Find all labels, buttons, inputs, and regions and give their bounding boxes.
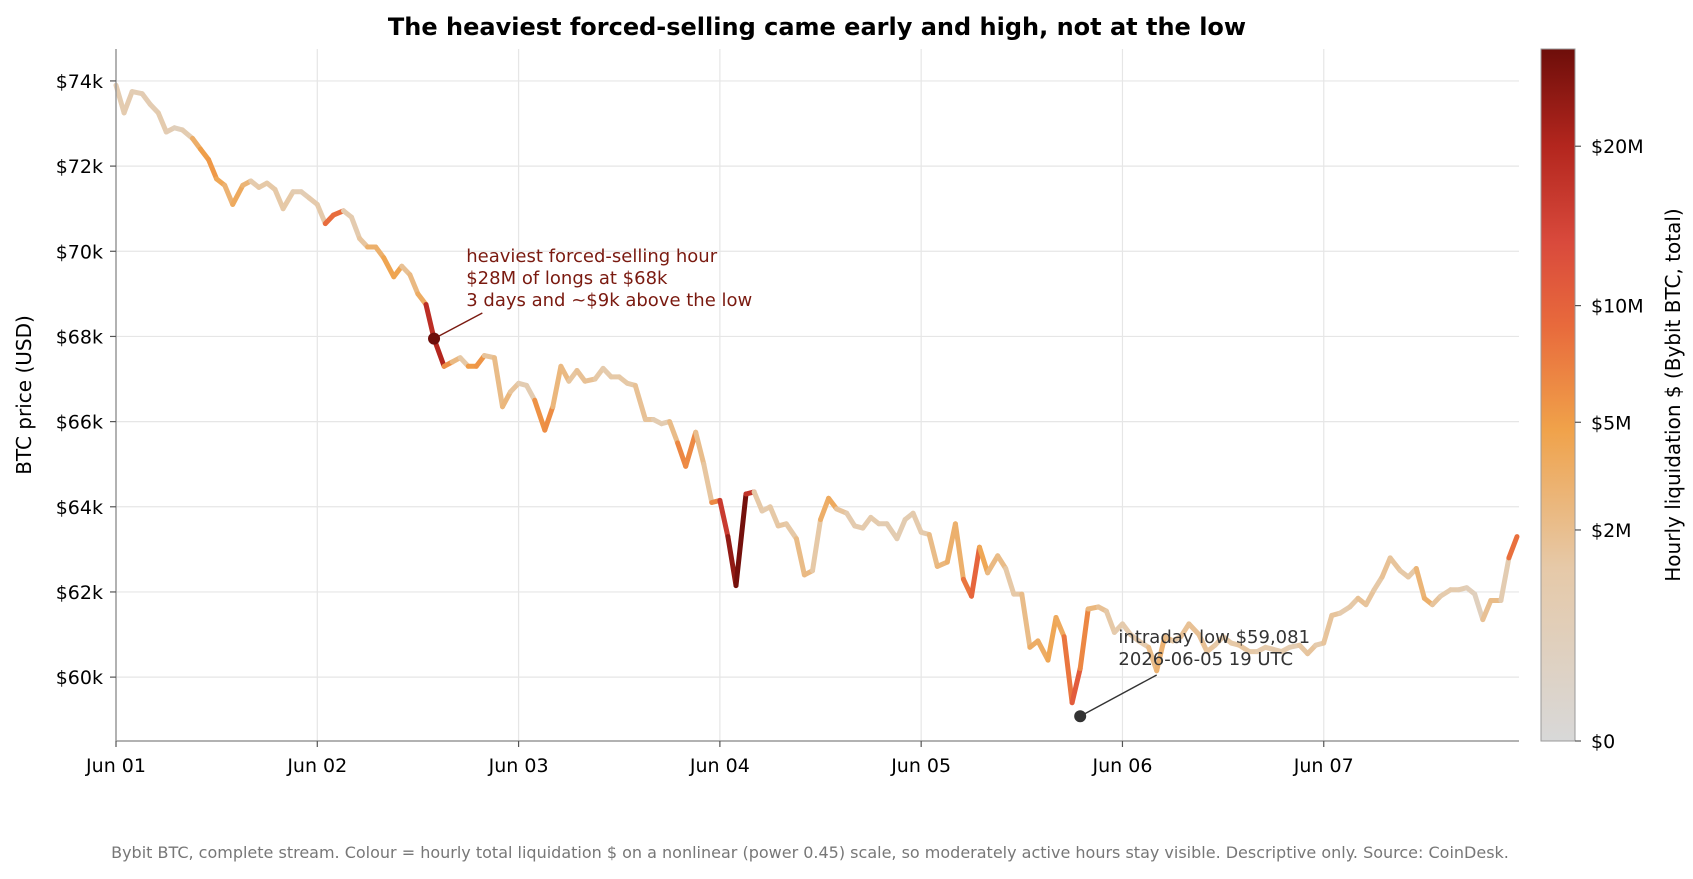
y-tick-label: $70k	[56, 241, 103, 263]
x-tick-label: Jun 02	[286, 755, 347, 777]
line-segment	[897, 520, 905, 539]
annotations: heaviest forced-selling hour$28M of long…	[428, 246, 1310, 722]
line-segment	[410, 275, 418, 294]
annotation-arrow	[434, 313, 482, 339]
y-tick-label: $64k	[56, 497, 103, 519]
line-segment	[635, 385, 645, 419]
line-segment	[384, 258, 394, 277]
colorbar-tick-label: $2M	[1591, 520, 1632, 542]
line-segment	[670, 422, 678, 443]
colorbar-tick-label: $10M	[1591, 296, 1644, 318]
line-segment	[317, 204, 325, 223]
price-line	[116, 85, 1517, 703]
line-segment	[209, 160, 217, 179]
line-segment	[980, 547, 988, 573]
line-segment	[1475, 594, 1483, 620]
x-tick-label: Jun 07	[1293, 755, 1354, 777]
line-segment	[720, 500, 728, 536]
line-segment	[1006, 569, 1014, 595]
colorbar-tick-label: $5M	[1591, 412, 1632, 434]
y-tick-label: $62k	[56, 582, 103, 604]
line-segment	[1064, 637, 1072, 703]
colorbar-label: Hourly liquidation $ (Bybit BTC, total)	[1661, 208, 1685, 581]
line-segment	[1416, 569, 1424, 599]
line-segment	[352, 217, 360, 238]
line-segment	[1106, 611, 1114, 632]
line-segment	[1382, 558, 1390, 577]
y-tick-label: $68k	[56, 326, 103, 348]
line-segment	[545, 407, 553, 430]
line-segment	[1483, 601, 1491, 620]
x-tick-label: Jun 06	[1092, 755, 1153, 777]
line-segment	[955, 524, 963, 579]
line-segment	[1501, 558, 1509, 601]
annotation-text: 3 days and ~$9k above the low	[466, 290, 752, 311]
line-segment	[988, 556, 998, 573]
x-tick-label: Jun 04	[689, 755, 750, 777]
line-segment	[770, 507, 778, 526]
line-segment	[821, 498, 829, 519]
line-segment	[929, 535, 937, 567]
line-segment	[553, 366, 561, 406]
y-tick-label: $66k	[56, 412, 103, 434]
axes: $60k $62k $64k $66k $68k $70k $72k $74k Jun 01 Ju…	[56, 49, 1519, 777]
line-segment	[1072, 669, 1080, 703]
line-segment	[1056, 618, 1064, 637]
line-segment	[494, 358, 502, 407]
line-segment	[736, 494, 746, 586]
y-tick-label: $74k	[56, 71, 103, 93]
line-segment	[754, 492, 762, 511]
annotation-text: 2026-06-05 19 UTC	[1118, 649, 1293, 670]
line-segment	[1048, 618, 1056, 661]
line-segment	[686, 432, 696, 466]
line-segment	[158, 113, 166, 132]
x-tick-label: Jun 01	[85, 755, 146, 777]
line-segment	[275, 190, 283, 209]
line-segment	[972, 547, 980, 596]
annotation-arrow	[1080, 675, 1156, 716]
y-tick-label: $60k	[56, 667, 103, 689]
colorbar: $0 $2M $5M $10M $20M	[1541, 49, 1644, 753]
colorbar-tick-label: $0	[1591, 731, 1615, 753]
line-segment	[116, 85, 124, 113]
line-segment	[813, 520, 821, 571]
annotation-text: heaviest forced-selling hour	[466, 246, 717, 267]
line-segment	[696, 432, 704, 464]
line-segment	[1080, 609, 1088, 669]
line-segment	[796, 539, 804, 575]
line-segment	[786, 524, 796, 539]
line-segment	[1324, 615, 1332, 643]
colorbar-tick-label: $20M	[1591, 136, 1644, 158]
colorbar-gradient	[1541, 49, 1575, 741]
line-segment	[1509, 537, 1517, 558]
line-segment	[704, 464, 712, 502]
line-segment	[1022, 594, 1030, 647]
annotation-marker	[1074, 710, 1086, 722]
x-tick-label: Jun 05	[890, 755, 951, 777]
line-segment	[124, 92, 132, 113]
line-segment	[913, 513, 921, 532]
line-segment	[503, 392, 511, 407]
line-segment	[283, 192, 293, 209]
annotation-text: $28M of longs at $68k	[466, 268, 668, 289]
annotation-text: intraday low $59,081	[1118, 627, 1310, 648]
chart-title: The heaviest forced-selling came early a…	[388, 13, 1246, 41]
line-segment	[527, 385, 535, 400]
y-axis-label: BTC price (USD)	[12, 315, 36, 475]
footnote: Bybit BTC, complete stream. Colour = hou…	[111, 843, 1509, 862]
x-tick-label: Jun 03	[488, 755, 549, 777]
y-tick-label: $72k	[56, 156, 103, 178]
line-segment	[233, 185, 243, 204]
line-segment	[535, 400, 545, 430]
annotation-marker	[428, 333, 440, 345]
